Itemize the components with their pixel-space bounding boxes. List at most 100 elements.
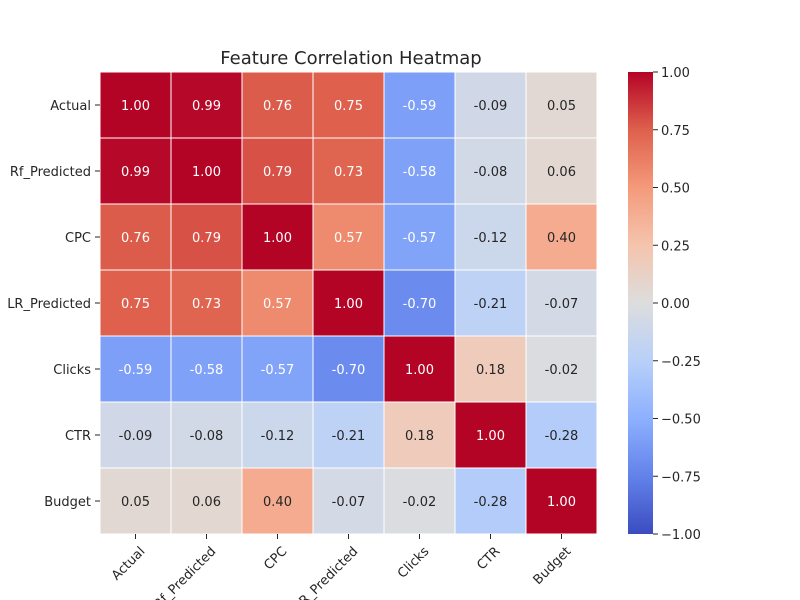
column-labels: Actual Rf_Predicted CPC LR_Predicted Clicks C… [109, 534, 574, 600]
heatmap-cell [241, 137, 314, 205]
cell-value-label: -0.08 [474, 165, 508, 180]
column-label: Rf_Predicted [151, 544, 219, 600]
cell-value-label: 0.05 [121, 495, 150, 510]
heatmap-cell [312, 71, 385, 139]
heatmap-cell [525, 269, 598, 337]
cell-value-label: 0.79 [192, 231, 221, 246]
heatmap-cell [241, 335, 314, 403]
heatmap-cell [383, 467, 456, 535]
cell-value-label: -0.59 [403, 99, 437, 114]
colorbar: 1.00 0.75 0.50 0.25 0.00 −0.25 −0.50 −0.75 −1.00 [628, 66, 701, 543]
cell-value-label: 0.06 [547, 165, 576, 180]
column-label: Actual [109, 544, 148, 583]
heatmap-cell [99, 467, 172, 535]
row-label: Rf_Predicted [10, 165, 91, 180]
cell-value-label: 1.00 [476, 429, 505, 444]
heatmap-cell [312, 467, 385, 535]
cell-value-label: -0.21 [474, 297, 508, 312]
colorbar-tick-label: 0.75 [661, 124, 690, 139]
heatmap-cell [99, 401, 172, 469]
heatmap-cell [525, 467, 598, 535]
column-label: Budget [531, 544, 575, 588]
row-label: CPC [65, 231, 91, 246]
cell-value-label: 0.75 [121, 297, 150, 312]
row-label: Actual [50, 99, 91, 114]
colorbar-tick-label: 1.00 [661, 66, 690, 81]
colorbar-tick-label: −1.00 [661, 528, 701, 543]
heatmap-cell [99, 269, 172, 337]
heatmap-cell [241, 203, 314, 271]
cell-value-label: -0.58 [403, 165, 437, 180]
cell-value-label: 0.73 [334, 165, 363, 180]
cell-value-label: -0.07 [545, 297, 579, 312]
cell-value-label: 1.00 [263, 231, 292, 246]
heatmap-cell [170, 269, 243, 337]
colorbar-gradient [628, 72, 653, 534]
cell-value-label: 0.18 [476, 363, 505, 378]
heatmap-cell [525, 203, 598, 271]
cell-value-label: 1.00 [192, 165, 221, 180]
cell-value-label: 0.06 [192, 495, 221, 510]
cell-value-label: 0.76 [121, 231, 150, 246]
cell-value-label: 0.73 [192, 297, 221, 312]
row-label: Budget [44, 495, 91, 510]
cell-value-label: -0.58 [190, 363, 224, 378]
cell-value-label: 0.40 [263, 495, 292, 510]
cell-value-label: -0.09 [474, 99, 508, 114]
cell-value-label: -0.12 [261, 429, 295, 444]
cell-value-label: 0.99 [192, 99, 221, 114]
cell-value-label: 0.40 [547, 231, 576, 246]
cell-value-label: 0.05 [547, 99, 576, 114]
heatmap-cell [454, 269, 527, 337]
heatmap-cell [454, 71, 527, 139]
heatmap-cell [99, 335, 172, 403]
heatmap-cell [170, 71, 243, 139]
cell-value-label: 0.79 [263, 165, 292, 180]
cell-value-label: -0.70 [332, 363, 366, 378]
cell-value-label: -0.02 [403, 495, 437, 510]
heatmap-cell [383, 401, 456, 469]
colorbar-tick-label: −0.75 [661, 470, 701, 485]
heatmap-cell [312, 203, 385, 271]
heatmap-cell [454, 203, 527, 271]
cell-value-label: -0.57 [261, 363, 295, 378]
heatmap-cell [241, 71, 314, 139]
row-label: LR_Predicted [7, 297, 91, 312]
cell-value-label: 1.00 [547, 495, 576, 510]
cell-value-label: 1.00 [121, 99, 150, 114]
column-label: LR_Predicted [291, 544, 361, 600]
row-labels: Actual Rf_Predicted CPC LR_Predicted Clicks C… [7, 99, 100, 510]
cell-value-label: -0.09 [119, 429, 153, 444]
cell-value-label: 0.18 [405, 429, 434, 444]
heatmap-cell [241, 467, 314, 535]
heatmap-cell [170, 401, 243, 469]
colorbar-tick-label: 0.25 [661, 239, 690, 254]
cell-value-label: 0.57 [334, 231, 363, 246]
row-label: Clicks [53, 363, 91, 378]
column-label: CTR [474, 544, 503, 573]
heatmap-cell [383, 203, 456, 271]
row-label: CTR [65, 429, 91, 444]
heatmap-cell [525, 401, 598, 469]
colorbar-tick-label: −0.50 [661, 413, 701, 428]
heatmap-cell [312, 269, 385, 337]
cell-value-label: 0.75 [334, 99, 363, 114]
heatmap-cell [170, 203, 243, 271]
cell-value-label: -0.70 [403, 297, 437, 312]
colorbar-tick-label: 0.50 [661, 182, 690, 197]
cell-value-label: -0.28 [545, 429, 579, 444]
colorbar-tick-label: 0.00 [661, 297, 690, 312]
cell-value-label: -0.57 [403, 231, 437, 246]
column-label: Clicks [395, 544, 432, 581]
cell-value-label: -0.12 [474, 231, 508, 246]
cell-value-label: 1.00 [405, 363, 434, 378]
cell-value-label: -0.59 [119, 363, 153, 378]
cell-value-label: 1.00 [334, 297, 363, 312]
cell-value-label: 0.57 [263, 297, 292, 312]
heatmap-cell [454, 467, 527, 535]
heatmap-cell [99, 71, 172, 139]
cell-value-label: 0.99 [121, 165, 150, 180]
cell-value-label: -0.28 [474, 495, 508, 510]
